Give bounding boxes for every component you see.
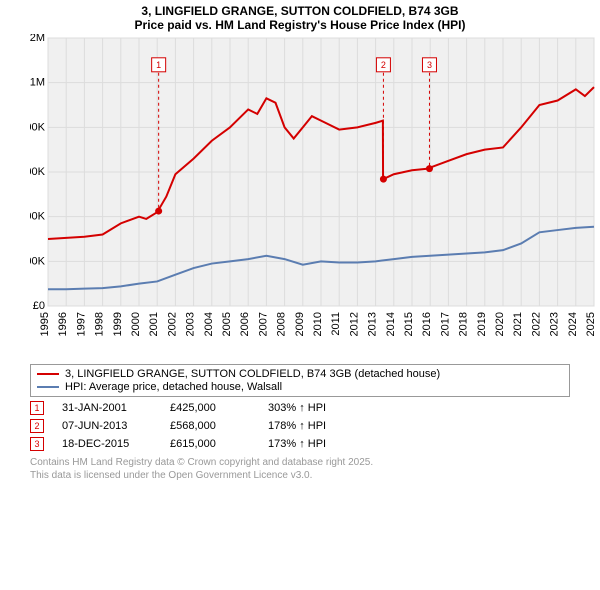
svg-text:1: 1 <box>156 60 161 70</box>
legend-label-1: 3, LINGFIELD GRANGE, SUTTON COLDFIELD, B… <box>65 368 440 380</box>
svg-text:£1M: £1M <box>30 77 45 89</box>
svg-text:2002: 2002 <box>166 312 178 336</box>
svg-text:£800K: £800K <box>30 121 46 133</box>
legend-swatch-2 <box>37 386 59 388</box>
transaction-pct: 173% ↑ HPI <box>268 438 368 450</box>
svg-text:£200K: £200K <box>30 255 46 267</box>
svg-text:2022: 2022 <box>530 312 542 336</box>
svg-text:2006: 2006 <box>239 312 251 336</box>
svg-text:2010: 2010 <box>312 312 324 336</box>
svg-text:£1.2M: £1.2M <box>30 34 45 44</box>
transaction-marker-box: 1 <box>30 401 44 415</box>
svg-text:£400K: £400K <box>30 211 46 223</box>
price-chart-svg: £0 £200K £400K £600K £800K £1M £1.2M 1995 1996 19… <box>30 34 600 364</box>
svg-text:2001: 2001 <box>148 312 160 336</box>
svg-text:2011: 2011 <box>330 312 342 336</box>
svg-text:2017: 2017 <box>439 312 451 336</box>
transaction-marker-box: 2 <box>30 419 44 433</box>
transaction-row: 3 18-DEC-2015 £615,000 173% ↑ HPI <box>30 437 570 451</box>
svg-text:2016: 2016 <box>421 312 433 336</box>
svg-text:2: 2 <box>381 60 386 70</box>
svg-text:1996: 1996 <box>57 312 69 336</box>
transaction-pct: 178% ↑ HPI <box>268 420 368 432</box>
transaction-marker-box: 3 <box>30 437 44 451</box>
legend-swatch-1 <box>37 373 59 375</box>
svg-text:2000: 2000 <box>130 312 142 336</box>
svg-text:2007: 2007 <box>257 312 269 336</box>
svg-text:2009: 2009 <box>294 312 306 336</box>
svg-text:1995: 1995 <box>39 312 51 336</box>
svg-text:2018: 2018 <box>458 312 470 336</box>
svg-text:2020: 2020 <box>494 312 506 336</box>
legend-row-2: HPI: Average price, detached house, Wals… <box>37 381 563 393</box>
transaction-price: £425,000 <box>170 402 250 414</box>
attribution-line-1: Contains HM Land Registry data © Crown c… <box>30 457 570 470</box>
svg-text:2019: 2019 <box>476 312 488 336</box>
title-line-2: Price paid vs. HM Land Registry's House … <box>0 18 600 32</box>
transactions-table: 1 31-JAN-2001 £425,000 303% ↑ HPI 2 07-JUN-20… <box>30 401 570 451</box>
svg-text:2025: 2025 <box>585 312 597 336</box>
transaction-pct: 303% ↑ HPI <box>268 402 368 414</box>
legend-label-2: HPI: Average price, detached house, Wals… <box>65 381 282 393</box>
legend: 3, LINGFIELD GRANGE, SUTTON COLDFIELD, B… <box>30 364 570 397</box>
attribution: Contains HM Land Registry data © Crown c… <box>30 457 570 482</box>
svg-text:1997: 1997 <box>75 312 87 336</box>
svg-text:2004: 2004 <box>203 312 215 336</box>
svg-text:2008: 2008 <box>276 312 288 336</box>
title-line-1: 3, LINGFIELD GRANGE, SUTTON COLDFIELD, B… <box>0 4 600 18</box>
chart-container: £0 £200K £400K £600K £800K £1M £1.2M 1995 1996 19… <box>30 34 600 364</box>
legend-row-1: 3, LINGFIELD GRANGE, SUTTON COLDFIELD, B… <box>37 368 563 380</box>
svg-text:1998: 1998 <box>94 312 106 336</box>
attribution-line-2: This data is licensed under the Open Gov… <box>30 470 570 483</box>
transaction-row: 2 07-JUN-2013 £568,000 178% ↑ HPI <box>30 419 570 433</box>
svg-text:2015: 2015 <box>403 312 415 336</box>
svg-text:2005: 2005 <box>221 312 233 336</box>
transaction-price: £615,000 <box>170 438 250 450</box>
svg-text:2023: 2023 <box>549 312 561 336</box>
transaction-price: £568,000 <box>170 420 250 432</box>
svg-text:2012: 2012 <box>348 312 360 336</box>
transaction-date: 31-JAN-2001 <box>62 402 152 414</box>
svg-text:3: 3 <box>427 60 432 70</box>
svg-text:2003: 2003 <box>185 312 197 336</box>
svg-text:2013: 2013 <box>367 312 379 336</box>
transaction-date: 18-DEC-2015 <box>62 438 152 450</box>
chart-title-block: 3, LINGFIELD GRANGE, SUTTON COLDFIELD, B… <box>0 0 600 34</box>
svg-text:1999: 1999 <box>112 312 124 336</box>
svg-text:2024: 2024 <box>567 312 579 336</box>
svg-text:£0: £0 <box>33 300 45 312</box>
svg-text:2021: 2021 <box>512 312 524 336</box>
svg-text:£600K: £600K <box>30 166 46 178</box>
transaction-row: 1 31-JAN-2001 £425,000 303% ↑ HPI <box>30 401 570 415</box>
transaction-date: 07-JUN-2013 <box>62 420 152 432</box>
svg-text:2014: 2014 <box>385 312 397 336</box>
